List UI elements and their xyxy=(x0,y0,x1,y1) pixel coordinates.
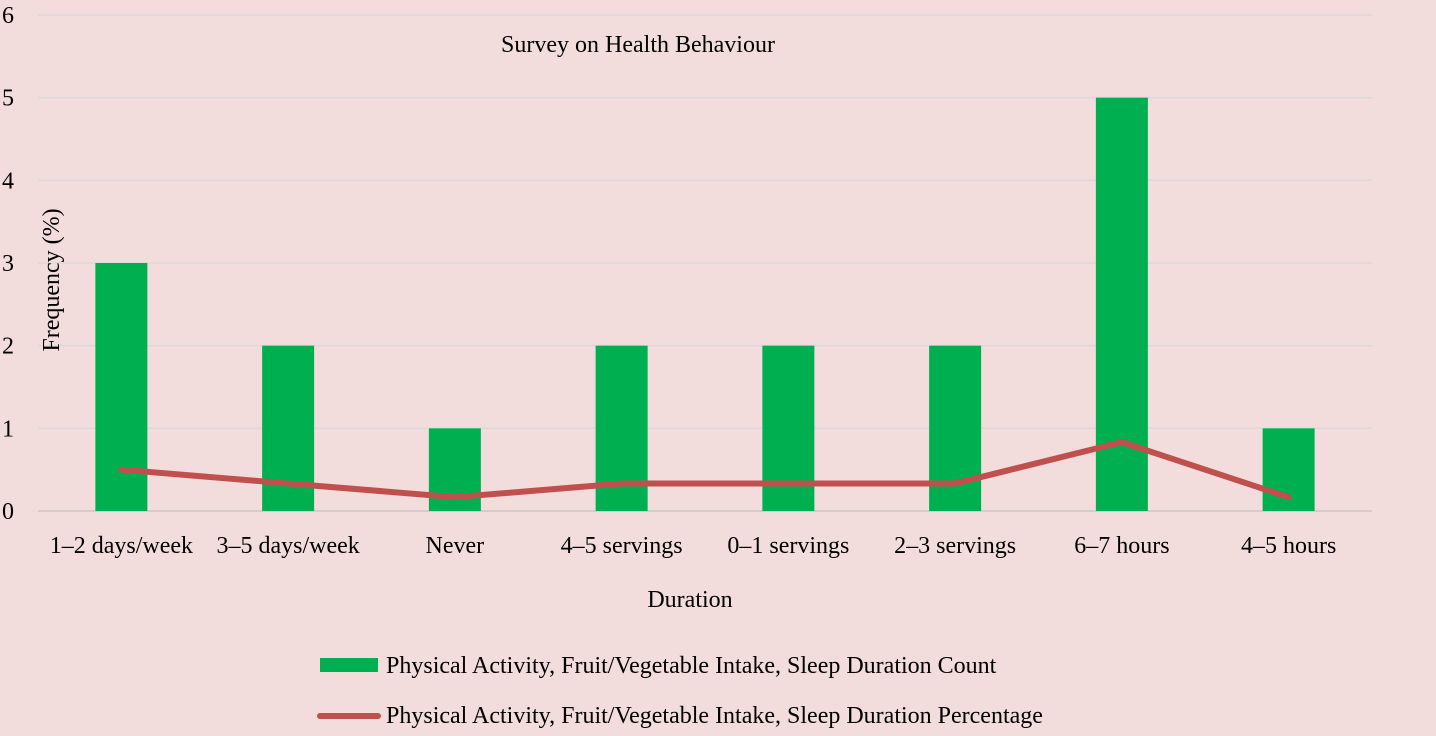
y-tick-label: 4 xyxy=(2,168,14,194)
y-tick-label: 6 xyxy=(2,3,14,29)
x-tick-label: 3–5 days/week xyxy=(216,533,359,559)
x-axis-label: Duration xyxy=(647,587,732,613)
y-tick-label: 0 xyxy=(2,499,14,525)
gridlines xyxy=(38,14,1372,512)
line-series xyxy=(118,439,1292,501)
y-tick-label: 5 xyxy=(2,86,14,112)
x-tick-label: 6–7 hours xyxy=(1074,533,1169,559)
percentage-line xyxy=(118,439,1292,501)
x-tick-label: 4–5 servings xyxy=(561,533,683,559)
chart-title: Survey on Health Behaviour xyxy=(501,32,775,58)
x-tick-label: 2–3 servings xyxy=(894,533,1016,559)
legend: Physical Activity, Fruit/Vegetable Intak… xyxy=(317,653,1043,729)
x-tick-label: 4–5 hours xyxy=(1241,533,1336,559)
x-axis-ticks: 1–2 days/week 3–5 days/week Never 4–5 servi… xyxy=(50,533,1337,559)
x-tick-label: Never xyxy=(426,533,485,559)
y-axis-ticks: 0 1 2 3 4 5 6 xyxy=(2,3,14,525)
legend-swatch-count xyxy=(320,658,378,672)
y-axis-label: Frequency (%) xyxy=(39,208,65,351)
y-tick-label: 1 xyxy=(2,416,14,442)
x-tick-label: 1–2 days/week xyxy=(50,533,193,559)
y-tick-label: 2 xyxy=(2,334,14,360)
legend-label-count: Physical Activity, Fruit/Vegetable Intak… xyxy=(386,653,997,679)
bar-series xyxy=(95,97,1315,512)
legend-label-percentage: Physical Activity, Fruit/Vegetable Intak… xyxy=(386,703,1043,729)
x-tick-label: 0–1 servings xyxy=(727,533,849,559)
y-tick-label: 3 xyxy=(2,251,14,277)
